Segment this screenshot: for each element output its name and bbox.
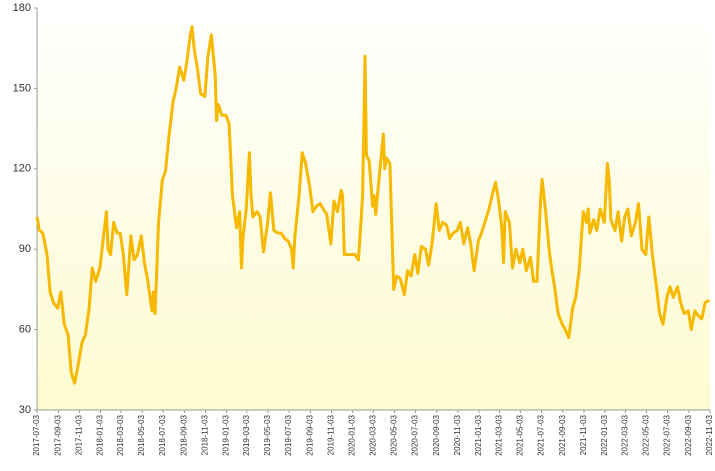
x-tick-label: 2022-07-03 (663, 414, 672, 455)
x-tick-label: 2022-09-03 (684, 414, 693, 455)
y-tick-label: 150 (13, 82, 31, 94)
y-tick-label: 60 (19, 324, 31, 336)
x-tick-label: 2020-03-03 (368, 414, 377, 455)
x-tick-label: 2021-05-03 (516, 414, 525, 455)
x-tick-label: 2019-03-03 (242, 414, 251, 455)
x-tick-label: 2017-07-03 (32, 414, 41, 455)
x-tick-label: 2020-01-03 (348, 414, 357, 455)
x-tick-label: 2021-01-03 (474, 414, 483, 455)
y-tick-label: 180 (13, 2, 31, 14)
x-tick-label: 2020-11-03 (453, 414, 462, 455)
x-tick-label: 2020-09-03 (432, 414, 441, 455)
x-tick-label: 2018-01-03 (96, 414, 105, 455)
x-tick-label: 2019-01-03 (222, 414, 231, 455)
x-tick-label: 2020-05-03 (390, 414, 399, 455)
x-tick-label: 2019-05-03 (263, 414, 272, 455)
x-tick-label: 2022-01-03 (600, 414, 609, 455)
x-tick-label: 2022-03-03 (621, 414, 630, 455)
y-tick-label: 30 (19, 404, 31, 416)
x-tick-label: 2019-09-03 (306, 414, 315, 455)
x-tick-label: 2021-03-03 (494, 414, 503, 455)
x-tick-label: 2018-11-03 (201, 414, 210, 455)
plot-background (37, 8, 710, 410)
x-tick-label: 2020-07-03 (411, 414, 420, 455)
x-tick-label: 2018-09-03 (180, 414, 189, 455)
x-tick-label: 2019-11-03 (327, 414, 336, 455)
x-tick-label: 2018-03-03 (116, 414, 125, 455)
y-tick-label: 120 (13, 163, 31, 175)
x-tick-label: 2017-11-03 (75, 414, 84, 455)
line (35, 25, 711, 385)
x-tick-label: 2018-05-03 (137, 414, 146, 455)
x-tick-label: 2017-09-03 (54, 414, 63, 455)
x-tick-label: 2021-07-03 (537, 414, 546, 455)
x-tick-label: 2022-11-03 (705, 414, 714, 455)
x-tick-label: 2021-09-03 (558, 414, 567, 455)
y-tick-label: 90 (19, 243, 31, 255)
x-tick-label: 2022-05-03 (642, 414, 651, 455)
x-tick-label: 2021-11-03 (579, 414, 588, 455)
x-tick-label: 2018-07-03 (158, 414, 167, 455)
x-tick-label: 2019-07-03 (284, 414, 293, 455)
